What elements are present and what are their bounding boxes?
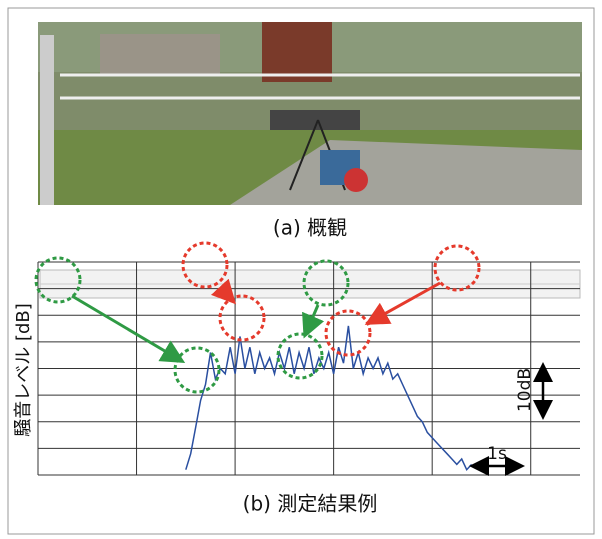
speaker-array [40, 270, 580, 298]
caption-a: (a) 概観 [273, 216, 347, 240]
scale-y-label: 10dB [515, 368, 535, 412]
figure: (a) 概観 騒音レベル [dB] (b) 測定結果例 10dB 1s [0, 0, 602, 535]
scale-x-label: 1s [487, 444, 507, 464]
caption-b: (b) 測定結果例 [243, 492, 378, 516]
annotations [36, 243, 479, 392]
photo [38, 22, 582, 205]
y-axis-label: 騒音レベル [dB] [13, 303, 34, 437]
